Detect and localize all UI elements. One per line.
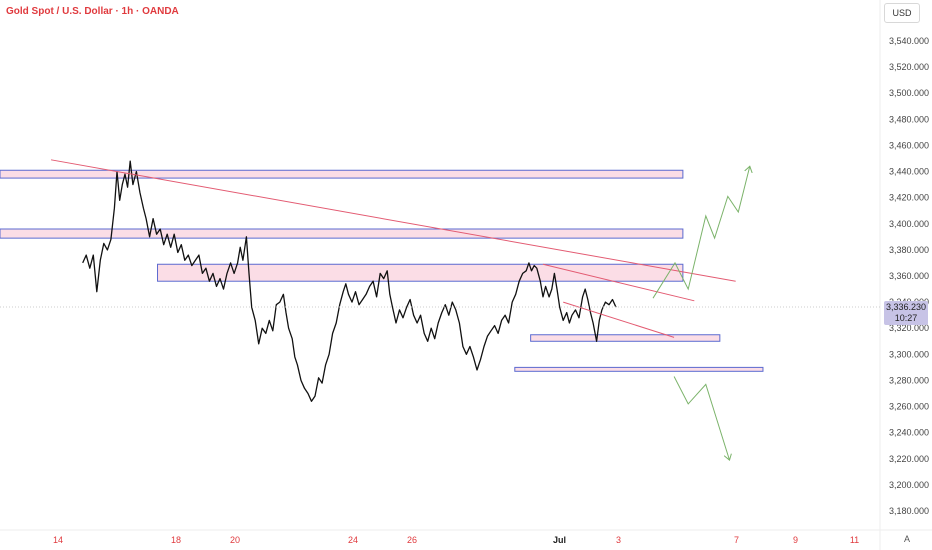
price-line — [82, 160, 617, 402]
bar-countdown-label: 10:27 — [894, 313, 918, 323]
x-tick-label: 20 — [230, 535, 240, 545]
x-tick-label: Jul — [553, 535, 566, 545]
x-tick-label: 7 — [734, 535, 739, 545]
supply-demand-zone — [0, 169, 684, 179]
trendline — [542, 263, 695, 302]
y-tick-label: 3,280.000 — [889, 375, 929, 385]
supply-demand-zone — [157, 263, 684, 282]
projection-path — [673, 376, 729, 461]
y-tick-label: 3,200.000 — [889, 480, 929, 490]
supply-demand-zone — [0, 228, 684, 239]
y-tick-label: 3,300.000 — [889, 349, 929, 359]
supply-demand-zone — [530, 334, 721, 342]
y-tick-label: 3,420.000 — [889, 193, 929, 203]
y-tick-label: 3,400.000 — [889, 219, 929, 229]
x-tick-label: 9 — [793, 535, 798, 545]
y-tick-label: 3,500.000 — [889, 88, 929, 98]
x-tick-label: 24 — [348, 535, 358, 545]
y-tick-label: 3,320.000 — [889, 323, 929, 333]
y-tick-label: 3,380.000 — [889, 245, 929, 255]
x-tick-label: 11 — [850, 535, 859, 545]
trendline — [50, 159, 736, 282]
projection-path — [652, 166, 750, 299]
trendline — [563, 301, 675, 338]
current-price-label: 3,336.230 — [885, 302, 927, 312]
y-tick-label: 3,440.000 — [889, 167, 929, 177]
y-tick-label: 3,460.000 — [889, 140, 929, 150]
y-tick-label: 3,520.000 — [889, 62, 929, 72]
y-tick-label: 3,180.000 — [889, 506, 929, 516]
auto-scale-button[interactable]: A — [904, 534, 911, 544]
y-tick-label: 3,260.000 — [889, 402, 929, 412]
y-tick-label: 3,240.000 — [889, 428, 929, 438]
y-tick-label: 3,480.000 — [889, 114, 929, 124]
y-tick-label: 3,360.000 — [889, 271, 929, 281]
x-tick-label: 14 — [53, 535, 63, 545]
current-price-badge: 3,336.230 10:27 — [884, 301, 928, 325]
x-tick-label: 26 — [407, 535, 417, 545]
supply-demand-zone — [514, 366, 764, 372]
x-tick-label: 3 — [616, 535, 621, 545]
chart-title: Gold Spot / U.S. Dollar · 1h · OANDA — [6, 6, 179, 17]
y-tick-label: 3,220.000 — [889, 454, 929, 464]
currency-button[interactable]: USD — [884, 3, 920, 23]
y-tick-label: 3,540.000 — [889, 36, 929, 46]
x-tick-label: 18 — [171, 535, 181, 545]
